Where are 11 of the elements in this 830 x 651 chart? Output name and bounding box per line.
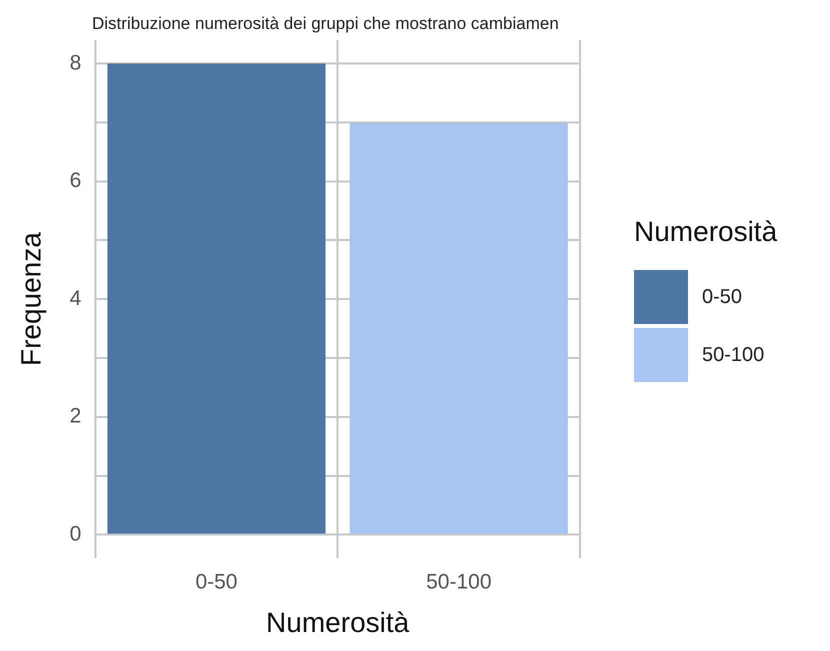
y-tick-label: 8	[70, 51, 82, 74]
y-tick-label: 2	[70, 404, 82, 428]
chart-title: Distribuzione numerosità dei gruppi che mostrano cambiamen	[92, 14, 559, 34]
text: 50-100	[702, 344, 764, 366]
legend-title: Numerosità	[634, 216, 778, 248]
x-axis-title: Numerosità	[266, 606, 410, 638]
y-tick-label: 0	[70, 522, 82, 546]
y-tick-label: 4	[70, 286, 82, 310]
y-tick-label: 6	[70, 169, 82, 192]
text: 0-50	[702, 286, 742, 308]
y-axis-title: Frequenza	[16, 232, 47, 366]
